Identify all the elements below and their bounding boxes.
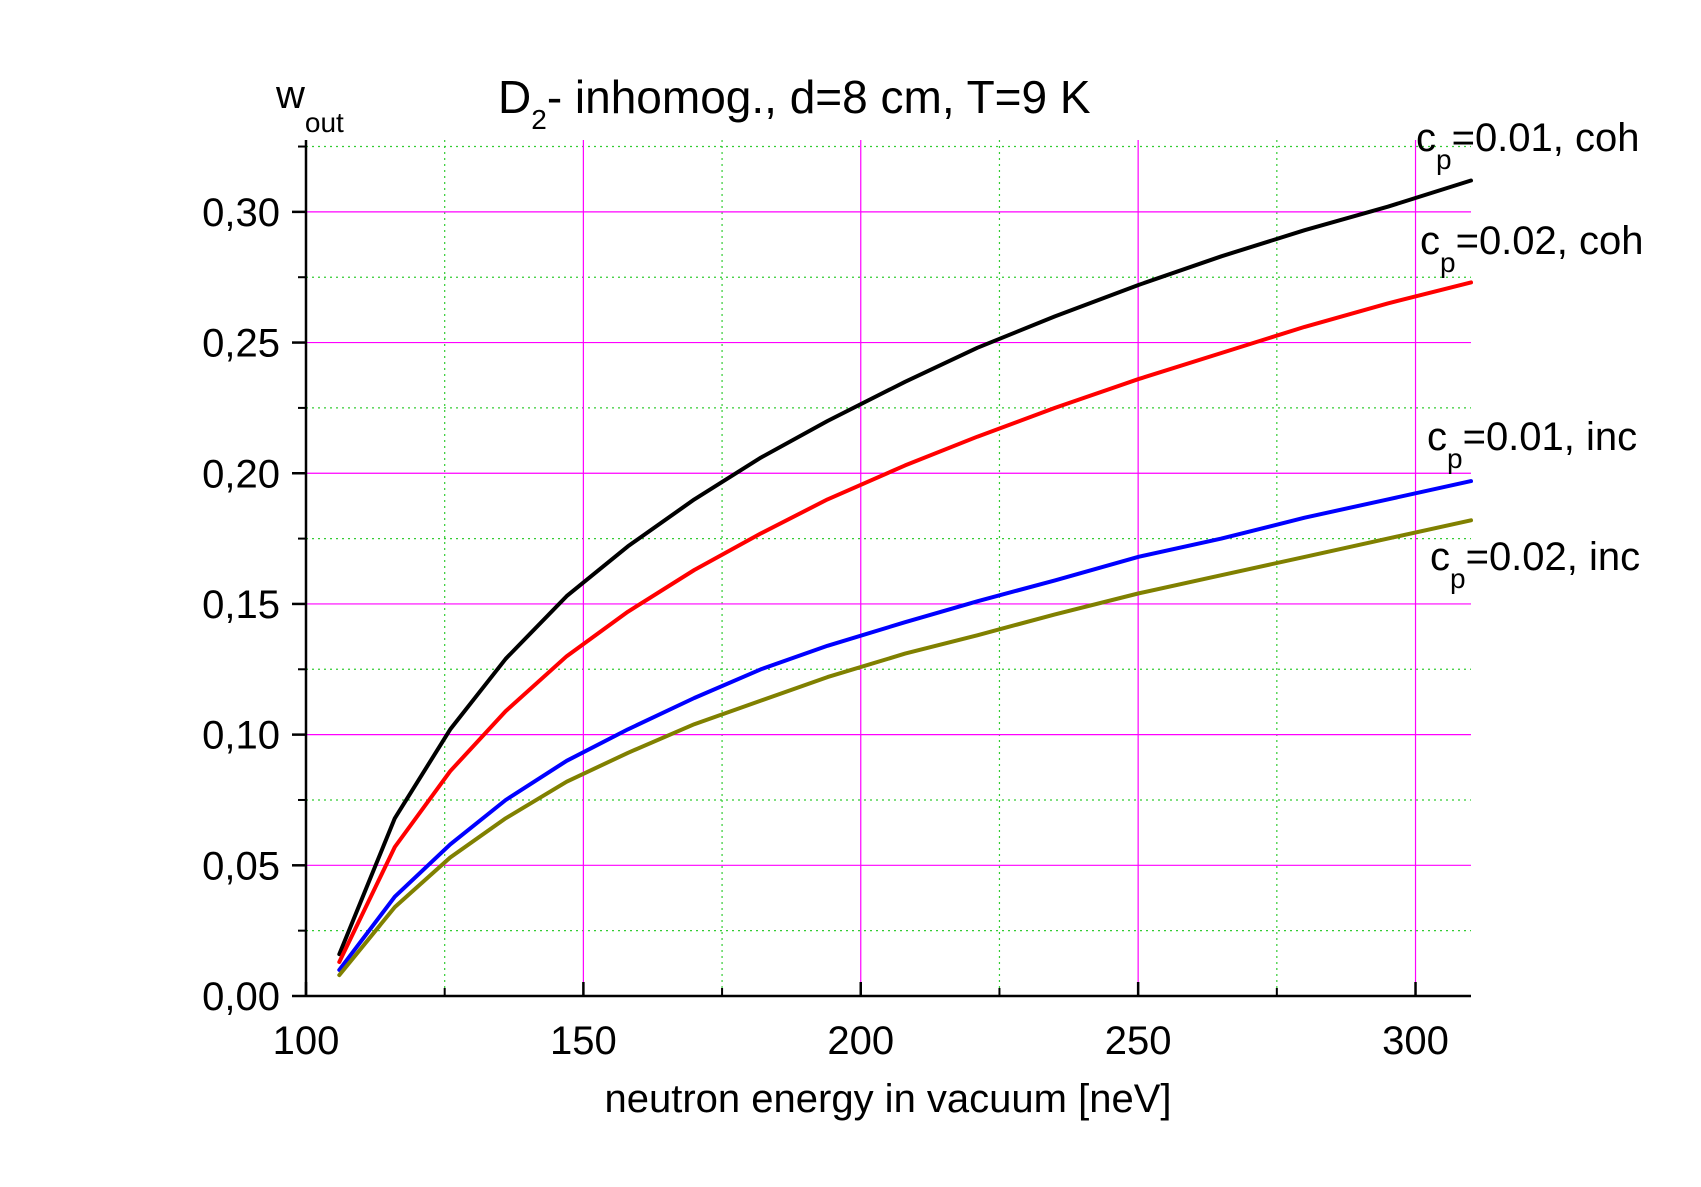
minor-grid <box>306 140 1471 996</box>
series-label-cp002-coh-rest: =0.02, coh <box>1456 219 1644 263</box>
y-tick-label: 0,25 <box>202 322 280 366</box>
x-tick-label: 300 <box>1382 1019 1449 1063</box>
chart-title-subscript: 2 <box>531 104 547 135</box>
x-tick-label: 150 <box>550 1019 617 1063</box>
series-lines <box>337 178 1473 978</box>
y-tick-label: 0,05 <box>202 844 280 888</box>
y-tick-label: 0,10 <box>202 714 280 758</box>
series-line-0 <box>337 178 1473 957</box>
series-label-cp002-inc-subscript: p <box>1450 563 1466 594</box>
tick-labels: 0,00 0,05 0,10 0,15 0,20 0,25 0,30 100 150 200 250… <box>202 191 1449 1063</box>
chart-title: D2- inhomog., d=8 cm, T=9 K <box>498 71 1091 135</box>
series-label-cp001-inc-subscript: p <box>1447 443 1463 474</box>
y-tick-label: 0,30 <box>202 191 280 235</box>
y-axis-title-main: w <box>275 73 305 117</box>
x-tick-label: 200 <box>827 1019 894 1063</box>
series-label-cp001-coh-c: c <box>1416 116 1436 160</box>
x-axis-title: neutron energy in vacuum [neV] <box>604 1077 1171 1121</box>
series-label-cp002-inc: cp=0.02, inc <box>1430 535 1640 594</box>
series-label-cp001-coh-rest: =0.01, coh <box>1452 116 1640 160</box>
series-label-cp001-coh: cp=0.01, coh <box>1416 116 1640 175</box>
series-label-cp002-coh: cp=0.02, coh <box>1420 219 1644 278</box>
axes <box>292 140 1471 998</box>
y-tick-label: 0,20 <box>202 452 280 496</box>
series-line-1 <box>337 280 1473 964</box>
x-tick-label: 100 <box>273 1019 340 1063</box>
y-tick-label: 0,15 <box>202 583 280 627</box>
series-label-cp001-coh-subscript: p <box>1436 144 1452 175</box>
series-line-3 <box>337 518 1473 978</box>
major-grid <box>306 140 1471 996</box>
series-label-cp002-inc-c: c <box>1430 535 1450 579</box>
chart-title-rest: - inhomog., d=8 cm, T=9 K <box>547 71 1091 123</box>
series-label-cp001-inc-rest: =0.01, inc <box>1463 415 1638 459</box>
series-label-cp002-coh-c: c <box>1420 219 1440 263</box>
y-axis-title: wout <box>275 73 344 138</box>
series-label-cp001-inc-c: c <box>1427 415 1447 459</box>
series-label-cp002-coh-subscript: p <box>1440 247 1456 278</box>
series-label-cp002-inc-rest: =0.02, inc <box>1466 535 1641 579</box>
chart-title-main: D <box>498 71 531 123</box>
series-line-2 <box>337 479 1473 972</box>
series-label-cp001-inc: cp=0.01, inc <box>1427 415 1637 474</box>
y-tick-label: 0,00 <box>202 975 280 1019</box>
x-tick-label: 250 <box>1105 1019 1172 1063</box>
y-axis-title-subscript: out <box>305 107 344 138</box>
